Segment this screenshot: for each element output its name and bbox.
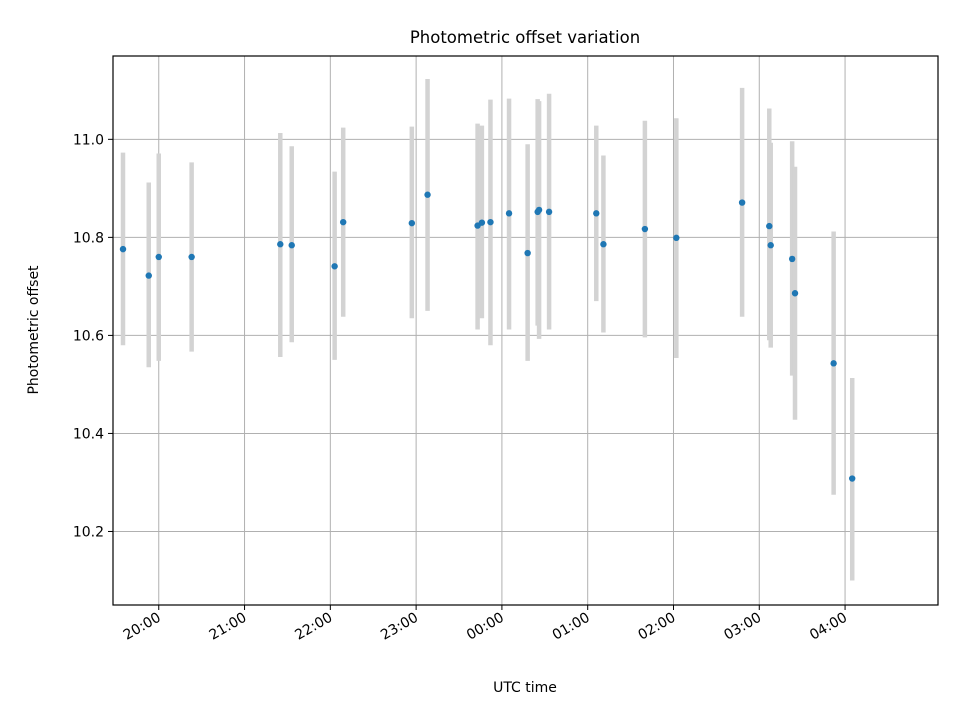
data-point (788, 255, 796, 263)
x-axis-label: UTC time (493, 680, 557, 696)
data-point (545, 208, 553, 216)
data-point (145, 272, 152, 279)
data-point (424, 191, 431, 198)
data-point (119, 245, 127, 253)
data-point (535, 206, 543, 214)
data-point (600, 241, 607, 248)
data-point (331, 263, 338, 270)
data-point (673, 234, 680, 242)
data-point (641, 225, 649, 233)
data-point (767, 242, 774, 249)
data-point (487, 218, 494, 226)
data-point (277, 241, 284, 248)
y-tick-label: 10.2 (73, 524, 104, 540)
data-point (288, 242, 295, 249)
y-tick-label: 11.0 (73, 132, 104, 148)
data-point (738, 199, 746, 206)
data-point (791, 290, 799, 297)
data-point (830, 360, 837, 367)
data-point (766, 222, 773, 230)
data-point (849, 475, 856, 482)
data-point (505, 210, 513, 217)
data-point (524, 249, 531, 257)
data-point (408, 219, 416, 227)
data-point (155, 253, 162, 261)
y-axis-label: Photometric offset (26, 265, 42, 395)
data-point (188, 253, 195, 261)
data-point (593, 210, 600, 217)
y-tick-label: 10.6 (73, 328, 104, 344)
data-point (339, 218, 347, 226)
data-point (478, 219, 486, 226)
chart-title: Photometric offset variation (410, 28, 640, 47)
y-tick-label: 10.8 (73, 230, 104, 246)
data-point-layer (119, 191, 856, 482)
axes-frame (112, 55, 939, 606)
y-tick-label: 10.4 (73, 426, 104, 442)
